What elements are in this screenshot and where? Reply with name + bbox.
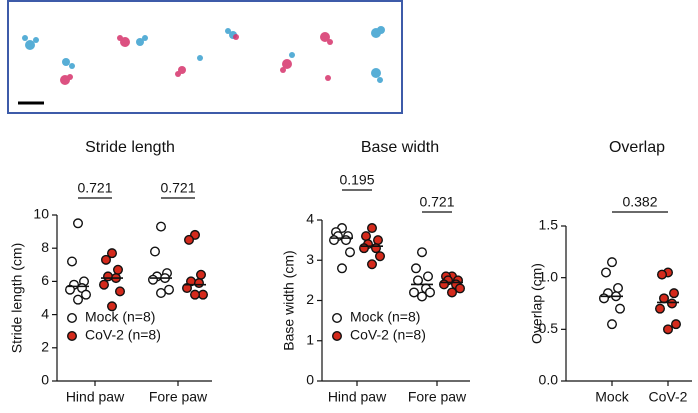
data-point: [418, 248, 427, 257]
paw-print-image: [8, 1, 402, 113]
data-point: [448, 288, 457, 297]
legend-symbol: [68, 332, 77, 341]
y-tick-label: 1: [306, 331, 314, 347]
chart-title: Base width: [361, 139, 439, 156]
data-point: [672, 320, 681, 329]
data-point: [424, 272, 433, 281]
data-point: [372, 244, 381, 253]
data-point: [414, 276, 423, 285]
x-tick-label: Fore paw: [149, 389, 208, 405]
data-point: [185, 236, 194, 245]
chart-title: Stride length: [85, 139, 175, 156]
legend-symbol: [333, 332, 342, 341]
p-value: 0.721: [160, 180, 195, 196]
data-point: [602, 268, 611, 277]
data-point: [660, 294, 669, 303]
data-point: [374, 236, 383, 245]
x-tick-label: Hind paw: [66, 389, 125, 405]
data-point: [412, 264, 421, 273]
data-point: [608, 258, 617, 267]
y-tick-label: 8: [41, 239, 49, 255]
y-tick-label: 0.0: [539, 372, 559, 388]
legend-label: Mock (n=8): [85, 309, 155, 325]
data-point: [116, 287, 125, 296]
legend-label: CoV-2 (n=8): [85, 327, 161, 343]
data-point: [670, 289, 679, 298]
data-point: [426, 288, 435, 297]
y-tick-label: 1.5: [539, 217, 559, 233]
data-point: [376, 252, 385, 261]
data-point: [157, 289, 166, 298]
data-point: [197, 270, 206, 279]
data-point: [346, 248, 355, 257]
y-tick-label: 4: [306, 211, 314, 227]
data-point: [149, 275, 158, 284]
data-point: [360, 244, 369, 253]
data-point: [100, 280, 109, 289]
y-axis-label: Base width (cm): [281, 250, 297, 350]
data-point: [616, 304, 625, 313]
data-point: [410, 288, 419, 297]
x-tick-label: Hind paw: [328, 389, 387, 405]
data-point: [656, 304, 665, 313]
y-tick-label: 0: [306, 372, 314, 388]
data-point: [368, 224, 377, 233]
data-point: [330, 236, 339, 245]
legend-symbol: [333, 314, 342, 323]
data-point: [600, 294, 609, 303]
data-point: [664, 325, 673, 334]
legend-label: Mock (n=8): [350, 309, 420, 325]
p-value: 0.721: [77, 180, 112, 196]
data-point: [114, 265, 123, 274]
p-value: 0.721: [419, 194, 454, 210]
x-tick-label: Mock: [595, 389, 629, 405]
p-value: 0.382: [622, 194, 657, 210]
legend-label: CoV-2 (n=8): [350, 327, 426, 343]
data-point: [151, 247, 160, 256]
y-tick-label: 2: [41, 339, 49, 355]
data-point: [368, 260, 377, 269]
data-point: [74, 295, 83, 304]
data-point: [614, 284, 623, 293]
y-tick-label: 0.5: [539, 320, 559, 336]
data-point: [68, 257, 77, 266]
y-axis-label: Stride length (cm): [9, 243, 25, 353]
data-point: [440, 280, 449, 289]
chart-title: Overlap: [609, 139, 665, 156]
x-tick-label: CoV-2: [649, 389, 688, 405]
data-point: [658, 270, 667, 279]
data-point: [82, 290, 91, 299]
data-point: [338, 264, 347, 273]
data-point: [195, 279, 204, 288]
data-point: [104, 272, 113, 281]
y-tick-label: 3: [306, 251, 314, 267]
x-tick-label: Fore paw: [408, 389, 467, 405]
data-point: [74, 219, 83, 228]
data-point: [418, 292, 427, 301]
data-point: [608, 320, 617, 329]
p-value: 0.195: [339, 172, 374, 188]
y-tick-label: 1.0: [539, 268, 559, 284]
y-tick-label: 2: [306, 291, 314, 307]
y-tick-label: 6: [41, 272, 49, 288]
figure: Stride lengthStride length (cm)0246810Hi…: [0, 0, 698, 413]
data-point: [191, 290, 200, 299]
data-point: [342, 236, 351, 245]
data-point: [102, 256, 111, 265]
y-tick-label: 0: [41, 372, 49, 388]
y-tick-label: 4: [41, 305, 49, 321]
legend-symbol: [68, 314, 77, 323]
data-point: [157, 222, 166, 231]
y-tick-label: 10: [33, 206, 49, 222]
data-point: [362, 232, 371, 241]
data-point: [456, 284, 465, 293]
data-point: [668, 299, 677, 308]
